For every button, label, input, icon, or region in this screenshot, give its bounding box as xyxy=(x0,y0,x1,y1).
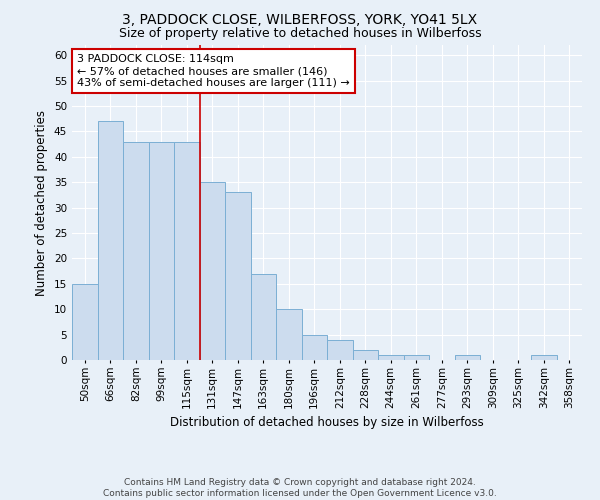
Bar xyxy=(276,309,302,360)
Bar xyxy=(251,274,276,360)
Bar xyxy=(123,142,149,360)
Text: Size of property relative to detached houses in Wilberfoss: Size of property relative to detached ho… xyxy=(119,28,481,40)
X-axis label: Distribution of detached houses by size in Wilberfoss: Distribution of detached houses by size … xyxy=(170,416,484,429)
Bar xyxy=(302,334,327,360)
Bar xyxy=(327,340,353,360)
Bar xyxy=(378,355,404,360)
Bar xyxy=(174,142,199,360)
Bar xyxy=(353,350,378,360)
Text: 3 PADDOCK CLOSE: 114sqm
← 57% of detached houses are smaller (146)
43% of semi-d: 3 PADDOCK CLOSE: 114sqm ← 57% of detache… xyxy=(77,54,350,88)
Bar xyxy=(199,182,225,360)
Bar xyxy=(72,284,97,360)
Bar xyxy=(404,355,429,360)
Text: 3, PADDOCK CLOSE, WILBERFOSS, YORK, YO41 5LX: 3, PADDOCK CLOSE, WILBERFOSS, YORK, YO41… xyxy=(122,12,478,26)
Text: Contains HM Land Registry data © Crown copyright and database right 2024.
Contai: Contains HM Land Registry data © Crown c… xyxy=(103,478,497,498)
Bar xyxy=(97,121,123,360)
Y-axis label: Number of detached properties: Number of detached properties xyxy=(35,110,49,296)
Bar xyxy=(225,192,251,360)
Bar xyxy=(455,355,480,360)
Bar xyxy=(531,355,557,360)
Bar xyxy=(149,142,174,360)
